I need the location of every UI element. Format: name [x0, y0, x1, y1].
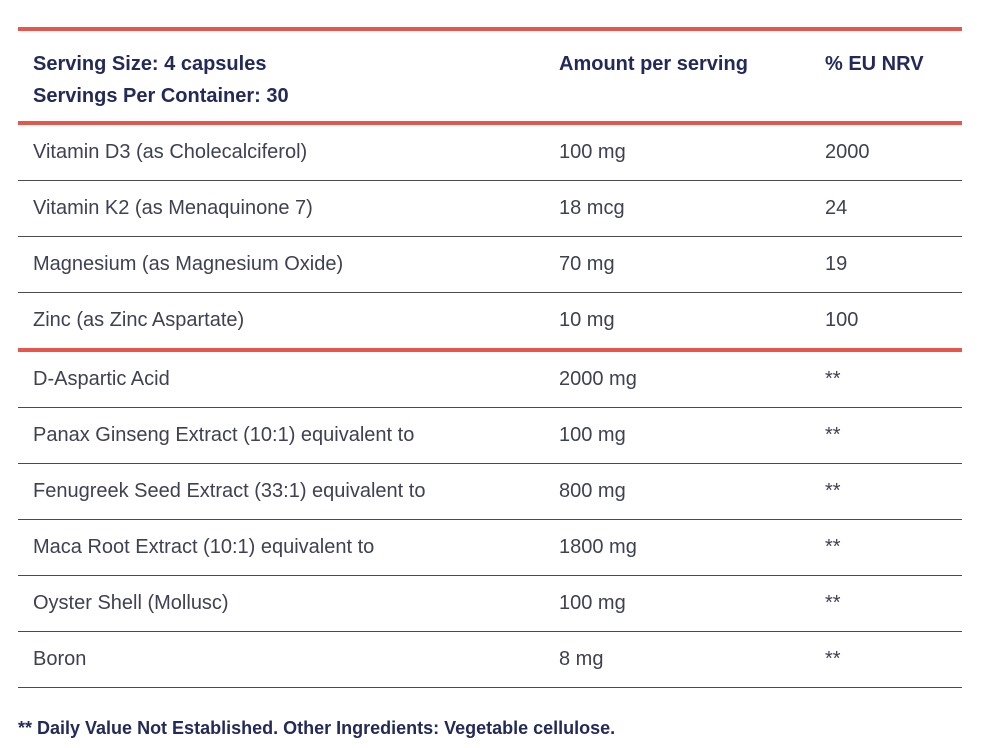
table-header: Serving Size: 4 capsules Servings Per Co… — [18, 31, 962, 121]
ingredient-amount: 2000 mg — [559, 368, 637, 390]
top-rule — [18, 27, 962, 31]
row-divider — [18, 631, 962, 632]
ingredient-amount: 100 mg — [559, 141, 626, 163]
ingredient-nrv: 100 — [825, 309, 859, 331]
table-row: Vitamin K2 (as Menaquinone 7) 18 mcg 24 — [18, 181, 962, 236]
row-divider — [18, 292, 962, 293]
ingredient-name: Magnesium (as Magnesium Oxide) — [33, 253, 344, 275]
section-rule — [18, 348, 962, 352]
table-row: D-Aspartic Acid 2000 mg ** — [18, 352, 962, 407]
row-divider — [18, 407, 962, 408]
ingredient-amount: 8 mg — [559, 648, 604, 670]
ingredient-nrv: 2000 — [825, 141, 870, 163]
ingredient-name: Zinc (as Zinc Aspartate) — [33, 309, 245, 331]
ingredient-nrv: ** — [825, 536, 841, 558]
table-row: Oyster Shell (Mollusc) 100 mg ** — [18, 576, 962, 631]
row-divider — [18, 575, 962, 576]
ingredient-name: Fenugreek Seed Extract (33:1) equivalent… — [33, 480, 426, 502]
vitamin-rows: Vitamin D3 (as Cholecalciferol) 100 mg 2… — [18, 125, 962, 348]
ingredient-nrv: 24 — [825, 197, 848, 219]
serving-size: Serving Size: 4 capsules — [33, 53, 267, 75]
header-rule — [18, 121, 962, 125]
ingredient-amount: 100 mg — [559, 592, 626, 614]
row-divider — [18, 180, 962, 181]
footnote: ** Daily Value Not Established. Other In… — [18, 718, 616, 738]
ingredient-amount: 800 mg — [559, 480, 626, 502]
table-row: Magnesium (as Magnesium Oxide) 70 mg 19 — [18, 237, 962, 292]
ingredient-amount: 100 mg — [559, 424, 626, 446]
ingredient-name: D-Aspartic Acid — [33, 368, 170, 390]
ingredient-amount: 10 mg — [559, 309, 615, 331]
ingredient-nrv: ** — [825, 368, 841, 390]
nrv-column-header: % EU NRV — [825, 53, 924, 75]
table-row: Vitamin D3 (as Cholecalciferol) 100 mg 2… — [18, 125, 962, 180]
ingredient-nrv: ** — [825, 592, 841, 614]
servings-per-container: Servings Per Container: 30 — [33, 85, 289, 107]
amount-column-header: Amount per serving — [559, 53, 748, 75]
ingredient-nrv: ** — [825, 648, 841, 670]
ingredient-amount: 70 mg — [559, 253, 615, 275]
ingredient-name: Boron — [33, 648, 87, 670]
ingredient-nrv: ** — [825, 424, 841, 446]
ingredient-name: Oyster Shell (Mollusc) — [33, 592, 229, 614]
ingredient-amount: 1800 mg — [559, 536, 637, 558]
ingredient-name: Maca Root Extract (10:1) equivalent to — [33, 536, 375, 558]
ingredient-name: Vitamin D3 (as Cholecalciferol) — [33, 141, 308, 163]
supplement-facts-table: Serving Size: 4 capsules Servings Per Co… — [18, 27, 962, 688]
row-divider — [18, 687, 962, 688]
ingredient-name: Panax Ginseng Extract (10:1) equivalent … — [33, 424, 415, 446]
table-row: Fenugreek Seed Extract (33:1) equivalent… — [18, 464, 962, 519]
table-row: Boron 8 mg ** — [18, 632, 962, 687]
serving-info: Serving Size: 4 capsules Servings Per Co… — [33, 48, 289, 112]
row-divider — [18, 236, 962, 237]
table-row: Panax Ginseng Extract (10:1) equivalent … — [18, 408, 962, 463]
ingredient-nrv: 19 — [825, 253, 848, 275]
row-divider — [18, 519, 962, 520]
ingredient-name: Vitamin K2 (as Menaquinone 7) — [33, 197, 313, 219]
row-divider — [18, 463, 962, 464]
table-row: Zinc (as Zinc Aspartate) 10 mg 100 — [18, 293, 962, 348]
ingredient-nrv: ** — [825, 480, 841, 502]
ingredient-amount: 18 mcg — [559, 197, 625, 219]
other-ingredient-rows: D-Aspartic Acid 2000 mg ** Panax Ginseng… — [18, 352, 962, 688]
table-row: Maca Root Extract (10:1) equivalent to 1… — [18, 520, 962, 575]
